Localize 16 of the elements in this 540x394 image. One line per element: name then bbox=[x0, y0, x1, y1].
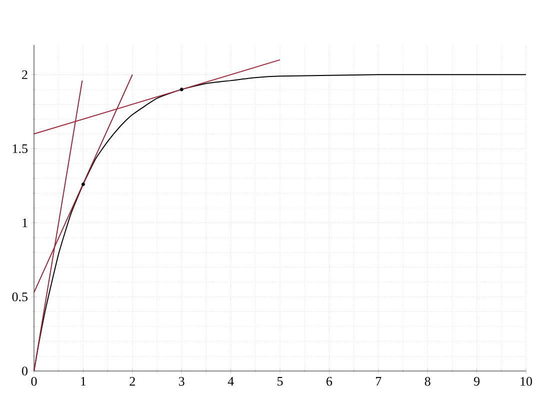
x-tick-label: 10 bbox=[520, 377, 532, 386]
x-tick-label: 3 bbox=[178, 377, 184, 386]
x-tick-label: 5 bbox=[278, 377, 283, 386]
y-tick-label: 2 bbox=[22, 70, 28, 79]
y-tick-label: 0 bbox=[22, 366, 28, 376]
x-tick-label: 7 bbox=[376, 377, 382, 386]
x-tick-label: 1 bbox=[81, 377, 86, 386]
y-tick-label: 1 bbox=[22, 218, 28, 228]
y-tick-label: 1.5 bbox=[12, 144, 28, 154]
x-tick-label: 8 bbox=[424, 377, 430, 386]
x-tick-label: 9 bbox=[474, 377, 480, 386]
x-tick-label: 4 bbox=[228, 377, 234, 386]
y-tick-label: 0.5 bbox=[12, 292, 28, 302]
x-tick-label: 2 bbox=[130, 377, 135, 386]
x-tick-label: 6 bbox=[326, 377, 332, 386]
x-tick-label: 0 bbox=[31, 377, 37, 386]
